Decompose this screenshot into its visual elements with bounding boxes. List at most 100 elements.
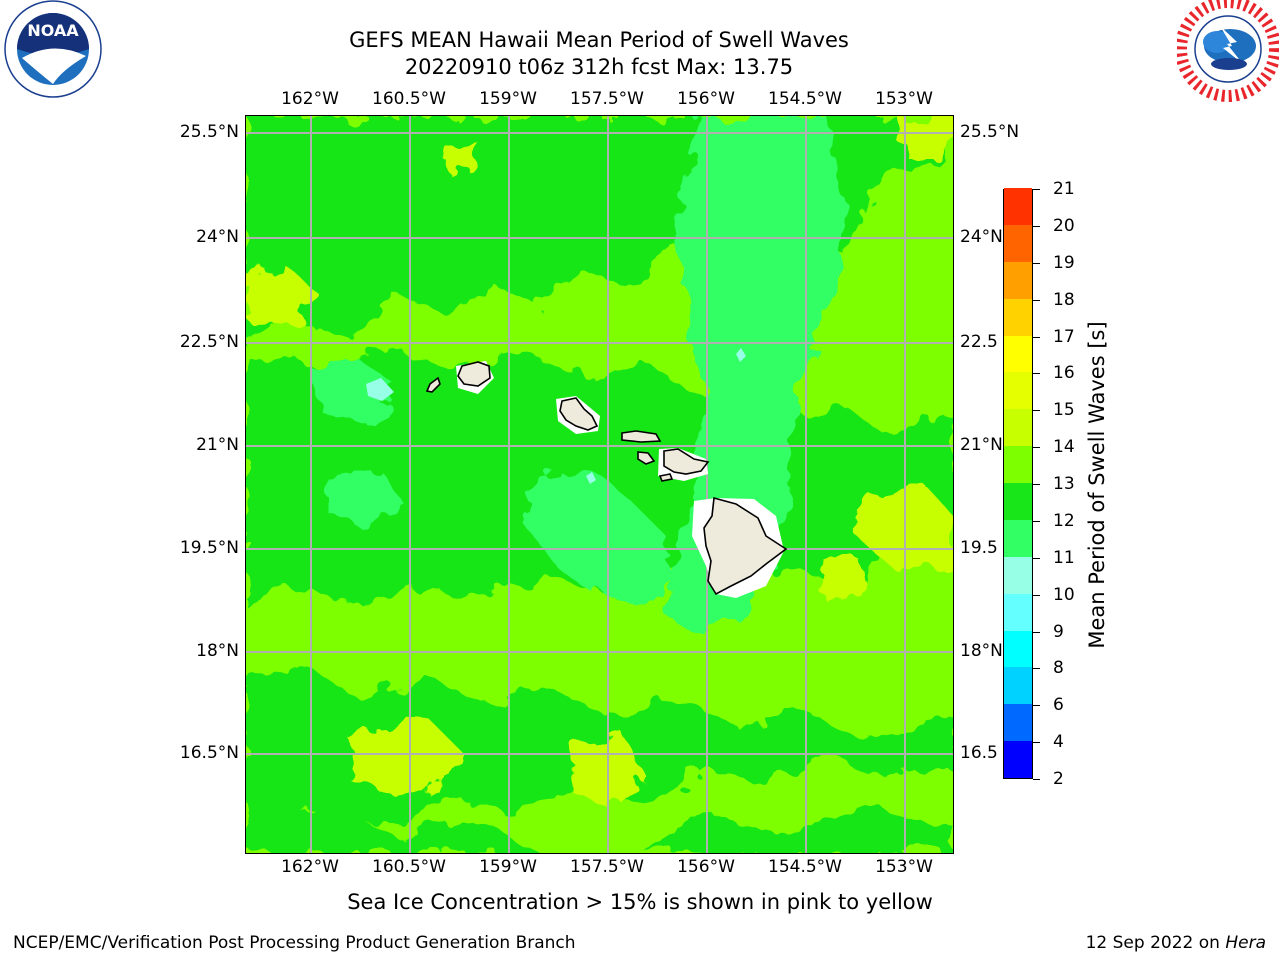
lon-label-bottom: 160.5°W — [372, 857, 446, 877]
lon-label-bottom: 159°W — [479, 857, 537, 877]
colorbar-tick-label: 10 — [1053, 584, 1075, 605]
lat-label-left: 22.5°N — [179, 332, 239, 352]
lat-label-right: 24°N — [960, 227, 1003, 247]
lon-label-top: 157.5°W — [570, 89, 644, 109]
colorbar-segment — [1004, 740, 1032, 778]
colorbar-tick-label: 6 — [1053, 695, 1064, 716]
field-9-10s — [586, 472, 596, 484]
colorbar-segment — [1004, 519, 1032, 557]
lat-label-right: 18°N — [960, 641, 1003, 661]
field-13-14s — [821, 556, 861, 601]
colorbar-tick-label: 11 — [1053, 547, 1075, 568]
colorbar-tick-mark — [1033, 299, 1040, 301]
colorbar-segment — [1004, 482, 1032, 520]
lat-label-left: 16.5°N — [179, 743, 239, 763]
colorbar-tick-mark — [1033, 410, 1040, 412]
lon-label-top: 162°W — [281, 89, 339, 109]
footer-date-text: 12 Sep 2022 on — [1085, 933, 1226, 953]
colorbar-tick-mark — [1033, 373, 1040, 375]
graticule — [246, 116, 953, 853]
colorbar-tick-label: 8 — [1053, 658, 1064, 679]
colorbar-tick-label: 21 — [1053, 179, 1075, 199]
colorbar-tick-mark — [1033, 594, 1040, 596]
colorbar-title: Mean Period of Swell Waves [s] — [1085, 321, 1109, 649]
lat-label-right: 21°N — [960, 435, 1003, 455]
map-frame — [245, 115, 954, 854]
colorbar-tick-mark — [1033, 779, 1040, 780]
colorbar-tick-mark — [1033, 742, 1040, 744]
colorbar-tick-mark — [1033, 447, 1040, 449]
colorbar-segment — [1004, 408, 1032, 447]
lon-label-bottom: 162°W — [281, 857, 339, 877]
island-kahoolawe — [658, 473, 674, 482]
islands — [425, 361, 788, 598]
field-10-11s — [596, 536, 676, 606]
colorbar-segment — [1004, 666, 1032, 705]
lon-label-top: 154.5°W — [768, 89, 842, 109]
colorbar-tick-mark — [1033, 668, 1040, 670]
colorbar-tick-mark — [1033, 484, 1040, 485]
lat-label-right: 22.5 — [960, 332, 998, 352]
island-oahu — [559, 397, 599, 431]
colorbar-segment — [1004, 703, 1032, 742]
national-weather-service-logo — [1175, 0, 1280, 102]
colorbar-tick-mark — [1033, 336, 1040, 338]
colorbar-tick-label: 17 — [1053, 326, 1075, 347]
colorbar-tick-mark — [1033, 262, 1040, 264]
colorbar-segment — [1004, 593, 1032, 631]
colorbar-segment — [1004, 261, 1032, 299]
lat-label-left: 24°N — [196, 227, 239, 247]
footer-date: 12 Sep 2022 on Hera — [1086, 933, 1266, 953]
lat-label-left: 19.5°N — [179, 538, 239, 558]
field-11-12s — [646, 806, 953, 853]
field-11-12s — [246, 806, 546, 853]
colorbar-tick-mark — [1033, 225, 1040, 227]
field-13-14s — [346, 716, 466, 796]
colorbar-tick-label: 19 — [1053, 252, 1075, 273]
colorbar-segment — [1004, 298, 1032, 336]
lat-label-left: 25.5°N — [179, 122, 239, 142]
colorbar-tick-mark — [1033, 705, 1040, 707]
lat-label-right: 16.5 — [960, 743, 998, 763]
colorbar-segment — [1004, 335, 1032, 373]
lat-label-left: 18°N — [196, 641, 239, 661]
sea-ice-note: Sea Ice Concentration > 15% is shown in … — [347, 890, 933, 914]
colorbar-segment — [1004, 630, 1032, 668]
lon-label-bottom: 156°W — [677, 857, 735, 877]
colorbar-tick-mark — [1033, 520, 1040, 522]
colorbar-tick-label: 13 — [1053, 474, 1075, 494]
field-10-11s — [306, 356, 396, 426]
field-9-10s — [736, 348, 746, 362]
contour-field — [246, 116, 953, 853]
lat-label-right: 25.5°N — [960, 122, 1020, 142]
lon-label-top: 160.5°W — [372, 89, 446, 109]
colorbar-segment — [1004, 445, 1032, 483]
colorbar-segment — [1004, 371, 1032, 410]
lon-label-top: 159°W — [479, 89, 537, 109]
colorbar-tick-label: 9 — [1053, 621, 1064, 642]
field-10-11s — [326, 466, 406, 526]
colorbar — [1003, 187, 1033, 779]
field-13-14s — [896, 116, 953, 156]
lon-label-bottom: 157.5°W — [570, 857, 644, 877]
colorbar-segment — [1004, 224, 1032, 262]
lat-label-right: 19.5 — [960, 538, 998, 558]
forecast-subtitle: 20220910 t06z 312h fcst Max: 13.75 — [404, 55, 794, 79]
colorbar-tick-label: 16 — [1053, 363, 1075, 384]
island-hawaii — [703, 496, 788, 596]
colorbar-segment — [1004, 556, 1032, 594]
colorbar-tick-label: 2 — [1053, 769, 1064, 789]
swell-period-map — [246, 116, 953, 853]
lon-label-top: 156°W — [677, 89, 735, 109]
field-13-14s — [246, 266, 316, 326]
island-maui — [663, 448, 710, 475]
field-13-14s — [446, 141, 481, 176]
svg-text:NOAA: NOAA — [27, 21, 79, 40]
island-molokai — [621, 430, 662, 443]
footer-machine: Hera — [1225, 933, 1266, 953]
colorbar-segment — [1004, 187, 1032, 225]
lon-label-bottom: 154.5°W — [768, 857, 842, 877]
colorbar-tick-label: 18 — [1053, 289, 1075, 310]
colorbar-tick-label: 4 — [1053, 732, 1064, 753]
lat-label-left: 21°N — [196, 435, 239, 455]
